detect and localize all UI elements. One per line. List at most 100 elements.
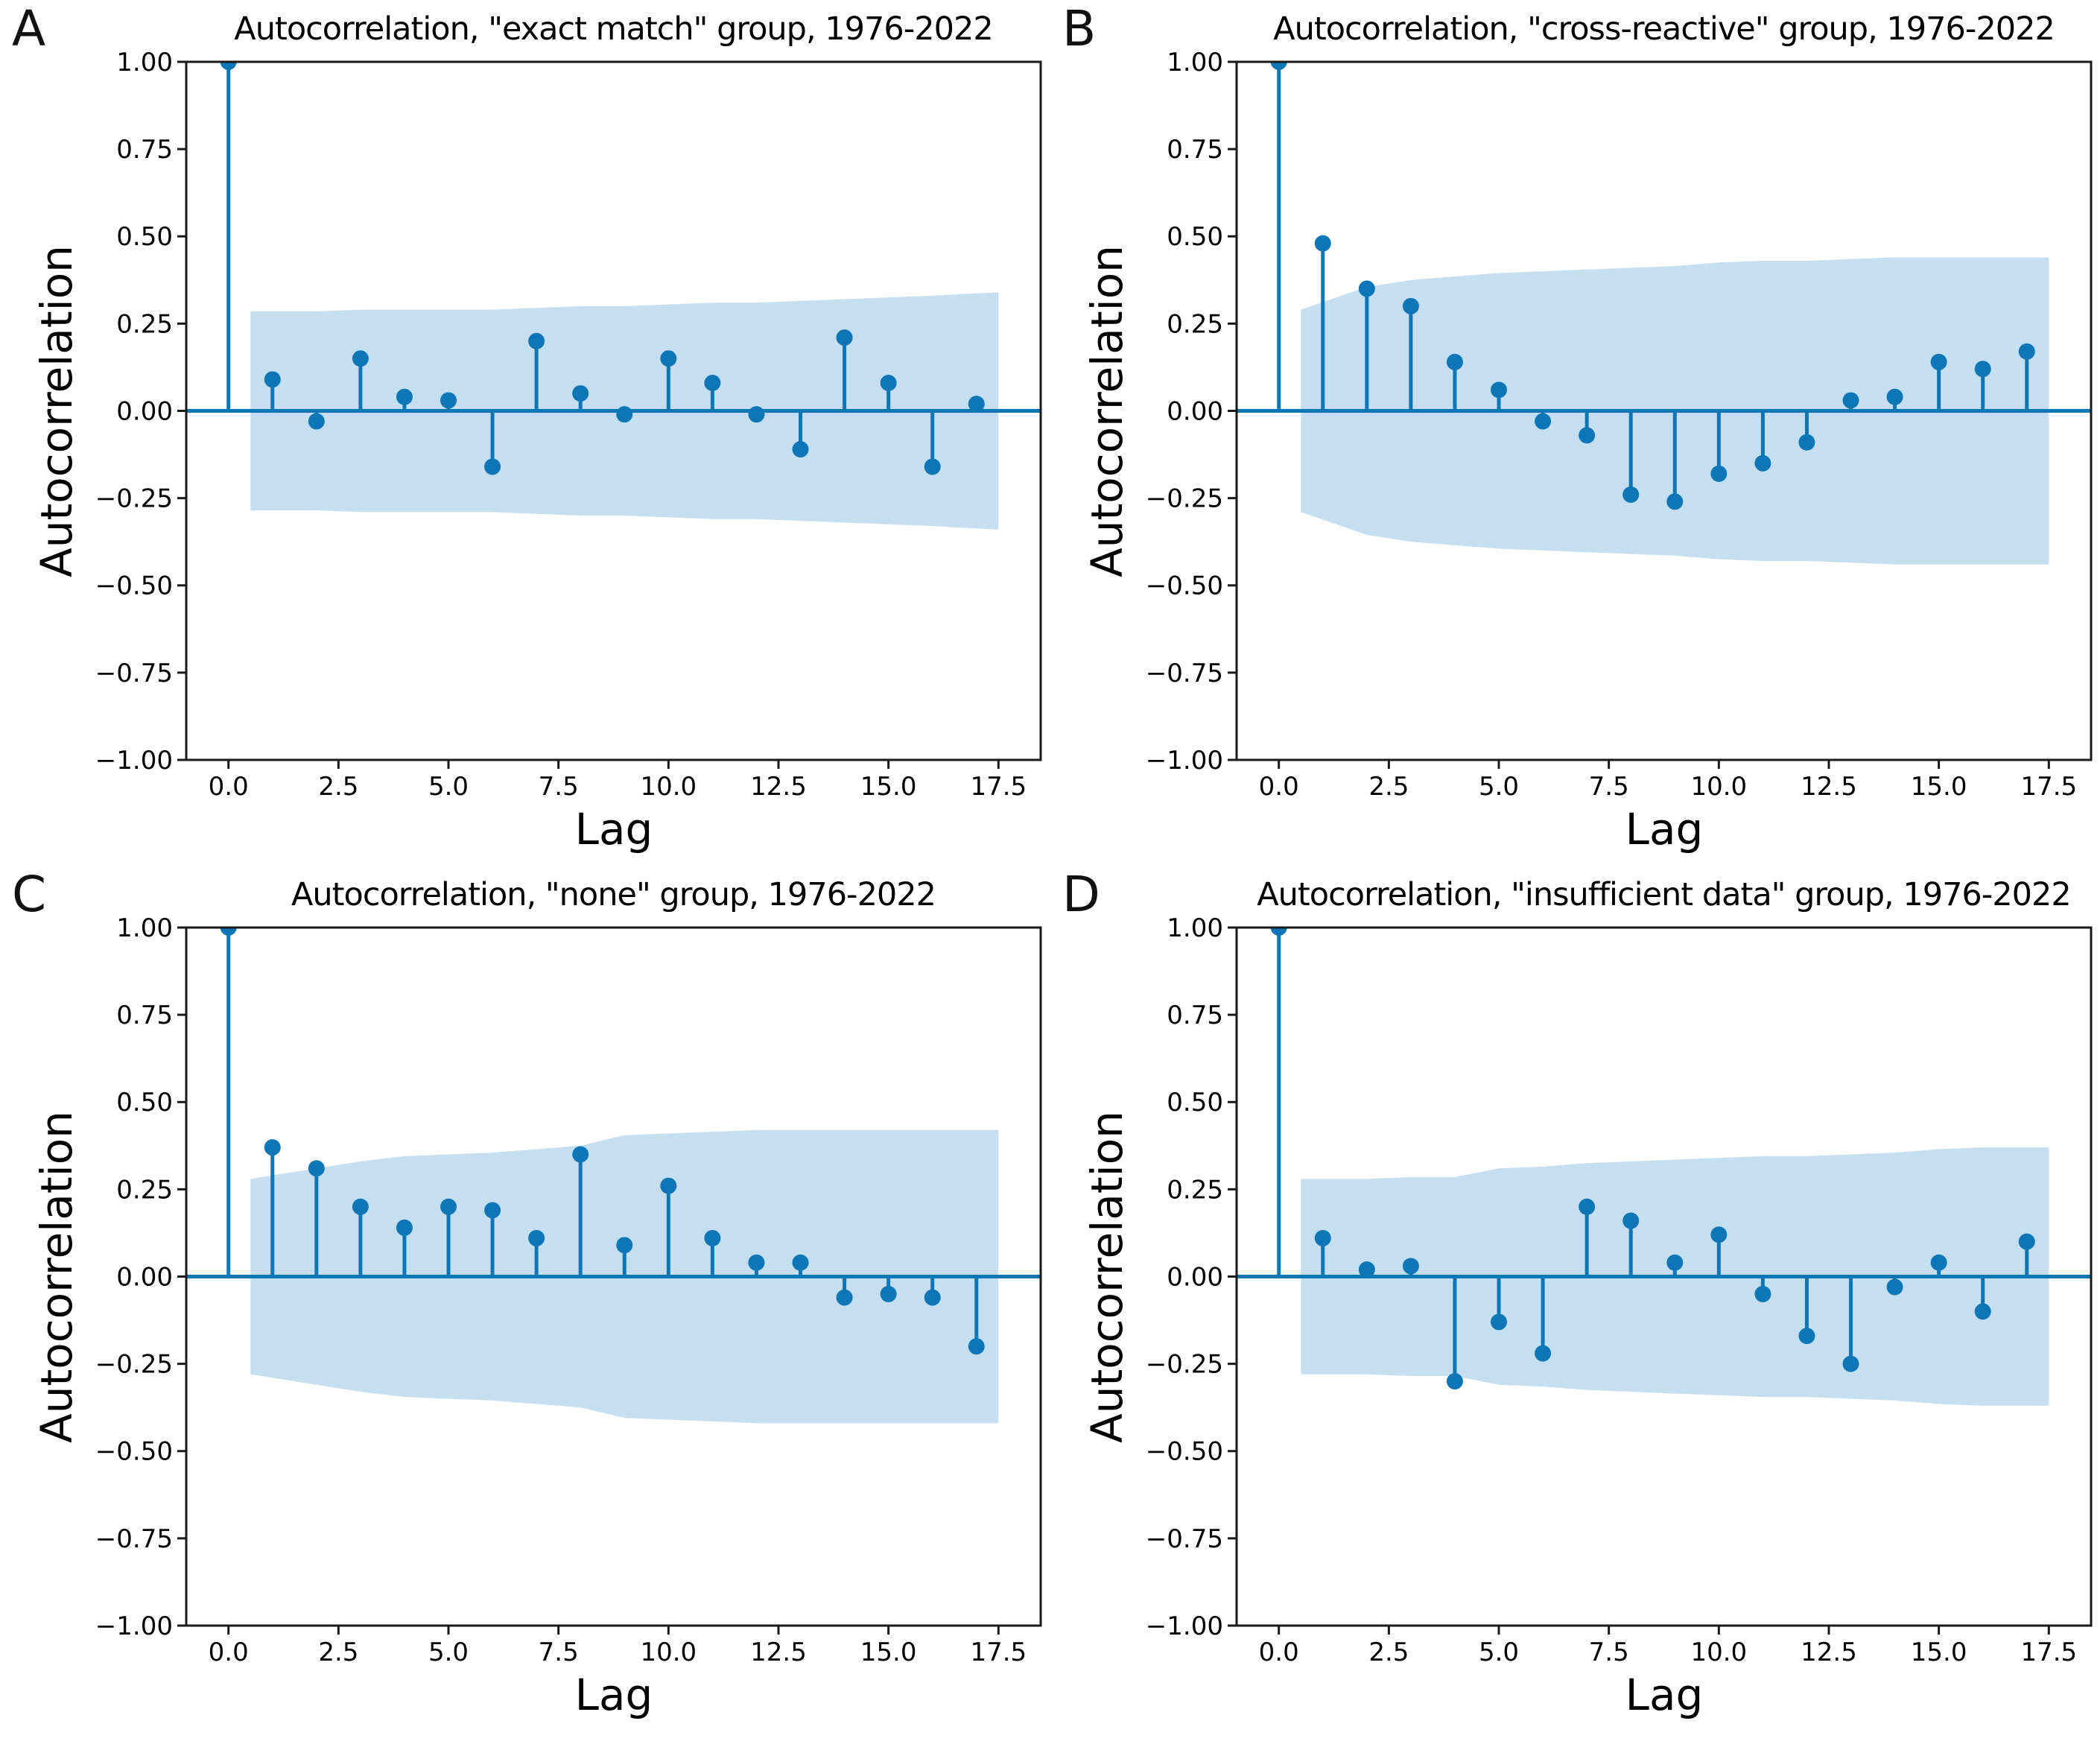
stem-marker-lag-8 [1622, 1212, 1640, 1229]
stem-marker-lag-3 [1402, 1258, 1419, 1275]
y-tick-label: 0.25 [1167, 1175, 1223, 1205]
stem-marker-lag-5 [1491, 381, 1508, 399]
stem-group [186, 62, 1041, 475]
x-tick-label: 17.5 [2020, 1638, 2077, 1667]
x-tick-label: 15.0 [860, 772, 917, 802]
y-tick-label: 0.50 [116, 1088, 173, 1118]
y-tick-label: 0.75 [116, 135, 173, 165]
stem-marker-lag-12 [748, 406, 765, 423]
y-tick-label: −0.50 [95, 1437, 173, 1467]
x-tick-label: 7.5 [539, 1638, 579, 1667]
stem-marker-lag-15 [880, 375, 897, 392]
x-tick-label: 7.5 [1589, 1638, 1629, 1667]
stem-marker-lag-9 [616, 406, 633, 423]
stem-marker-lag-11 [704, 1229, 721, 1246]
y-tick-label: 0.50 [1167, 1088, 1223, 1118]
stem-marker-lag-12 [1798, 1328, 1815, 1345]
stem-marker-lag-13 [1842, 392, 1859, 409]
x-tick-label: 0.0 [209, 772, 249, 802]
y-tick-label: −0.75 [1146, 659, 1223, 688]
x-tick-label: 0.0 [209, 1638, 249, 1667]
y-tick-label: −0.75 [1146, 1524, 1223, 1554]
y-tick-label: 0.25 [1167, 309, 1223, 339]
y-tick-label: −1.00 [1146, 746, 1223, 776]
y-tick-label: 0.00 [116, 396, 173, 426]
stem-marker-lag-6 [484, 1202, 501, 1219]
stem-marker-lag-17 [968, 396, 985, 413]
stem-marker-lag-15 [1930, 1254, 1947, 1271]
stem-marker-lag-14 [1886, 388, 1903, 405]
stem-marker-lag-9 [1666, 493, 1684, 510]
y-tick-label: −1.00 [1146, 1611, 1223, 1641]
stem-marker-lag-2 [308, 1160, 325, 1177]
stem-marker-lag-17 [968, 1338, 985, 1355]
y-tick-label: −1.00 [95, 746, 173, 776]
stem-group [1237, 928, 2091, 1390]
stem-marker-lag-16 [924, 1289, 941, 1306]
acf-panel-d: 0.0 2.5 5.0 7.5 10.0 12.5 15.0 17.5 1.00 0.75 0.50… [1146, 913, 2093, 1667]
stem-marker-lag-6 [1535, 413, 1552, 430]
y-tick-label: −0.50 [1146, 571, 1223, 601]
y-tick-label: −0.50 [95, 571, 173, 601]
y-tick-label: 0.00 [1167, 396, 1223, 426]
stem-marker-lag-5 [440, 392, 457, 409]
x-tick-label: 12.5 [750, 772, 807, 802]
stem-marker-lag-4 [1446, 353, 1463, 370]
stem-marker-lag-13 [1842, 1355, 1859, 1372]
stem-marker-lag-16 [1974, 1303, 1991, 1320]
acf-panel-c: 0.0 2.5 5.0 7.5 10.0 12.5 15.0 17.5 1.00 0.75 0.50… [95, 913, 1042, 1667]
x-tick-label: 12.5 [750, 1638, 807, 1667]
stem-marker-lag-5 [1491, 1313, 1508, 1331]
y-tick-label: 0.00 [1167, 1262, 1223, 1292]
stem-marker-lag-2 [308, 413, 325, 430]
stem-marker-lag-4 [1446, 1373, 1463, 1390]
x-tick-label: 5.0 [1479, 1638, 1519, 1667]
x-tick-label: 2.5 [1368, 1638, 1409, 1667]
stem-marker-lag-2 [1358, 280, 1375, 297]
stem-marker-lag-7 [528, 1229, 545, 1246]
stem-marker-lag-15 [1930, 353, 1947, 370]
y-tick-label: 0.75 [116, 1001, 173, 1030]
y-tick-label: 1.00 [116, 48, 173, 77]
stem-marker-lag-17 [2018, 343, 2035, 360]
stem-marker-lag-15 [880, 1285, 897, 1302]
y-tick-label: −0.25 [95, 484, 173, 514]
stem-marker-lag-4 [396, 1219, 413, 1236]
stem-marker-lag-6 [484, 458, 501, 475]
stem-marker-lag-1 [1314, 1229, 1331, 1246]
x-tick-label: 7.5 [539, 772, 579, 802]
y-tick-label: 1.00 [116, 913, 173, 943]
stem-marker-lag-17 [2018, 1233, 2035, 1250]
stem-marker-lag-12 [748, 1254, 765, 1271]
x-tick-label: 15.0 [1911, 772, 1967, 802]
x-tick-label: 10.0 [640, 1638, 697, 1667]
y-tick-label: 1.00 [1167, 48, 1223, 77]
y-tick-label: 0.25 [116, 309, 173, 339]
stem-marker-lag-14 [836, 1289, 853, 1306]
stem-marker-lag-11 [1754, 1285, 1771, 1302]
x-tick-label: 2.5 [1368, 772, 1409, 802]
y-tick-label: −0.25 [1146, 484, 1223, 514]
y-tick-label: 0.50 [116, 222, 173, 252]
stem-marker-lag-7 [1579, 427, 1596, 444]
x-tick-label: 0.0 [1259, 1638, 1299, 1667]
x-tick-label: 10.0 [1690, 1638, 1747, 1667]
stem-marker-lag-14 [836, 329, 853, 346]
stem-marker-lag-10 [660, 350, 677, 367]
stem-marker-lag-8 [1622, 486, 1640, 503]
x-tick-label: 2.5 [318, 1638, 358, 1667]
y-tick-label: −1.00 [95, 1611, 173, 1641]
stem-marker-lag-4 [396, 388, 413, 405]
acf-panel-b: 0.0 2.5 5.0 7.5 10.0 12.5 15.0 17.5 1.00 0.75 0.50… [1146, 48, 2093, 802]
stem-marker-lag-2 [1358, 1261, 1375, 1278]
y-tick-label: 1.00 [1167, 913, 1223, 943]
stem-marker-lag-3 [352, 350, 369, 367]
y-tick-label: 0.00 [116, 1262, 173, 1292]
stem-marker-lag-0 [1270, 62, 1287, 70]
stem-marker-lag-0 [220, 928, 237, 936]
y-tick-label: −0.25 [1146, 1350, 1223, 1380]
y-tick-label: −0.25 [95, 1350, 173, 1380]
x-tick-label: 17.5 [970, 772, 1027, 802]
acf-panel-a: 0.0 2.5 5.0 7.5 10.0 12.5 15.0 17.5 1.00 0.75 0.50… [95, 48, 1042, 802]
